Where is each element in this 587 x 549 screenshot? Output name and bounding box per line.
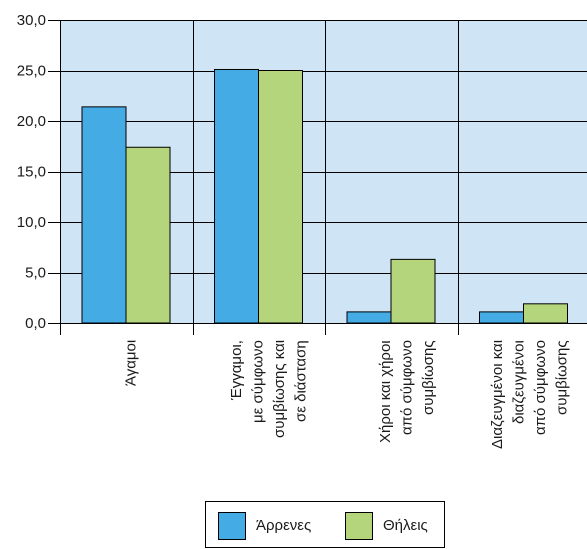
legend: Άρρενες Θήλεις — [205, 501, 445, 548]
bar-males-2 — [214, 68, 259, 324]
bar-males-3 — [346, 311, 392, 324]
bar-females-3 — [390, 258, 436, 324]
y-tick-label: 0,0 — [25, 315, 46, 332]
bar-females-2 — [258, 70, 303, 324]
bar-males-1 — [81, 106, 127, 324]
legend-label-females: Θήλεις — [383, 517, 428, 534]
y-tick-label: 20,0 — [17, 113, 46, 130]
y-tick-label: 5,0 — [25, 265, 46, 282]
bar-females-4 — [523, 303, 568, 324]
legend-swatch-males — [218, 512, 246, 540]
bar-males-4 — [479, 311, 524, 324]
y-axis-tick-labels: 0,0 5,0 10,0 15,0 20,0 25,0 30,0 — [17, 12, 46, 332]
y-tick-label: 30,0 — [17, 12, 46, 29]
y-tick-label: 10,0 — [17, 214, 46, 231]
y-tick-label: 15,0 — [17, 164, 46, 181]
bar-females-1 — [125, 146, 171, 324]
bars — [81, 68, 568, 324]
legend-label-males: Άρρενες — [256, 517, 312, 534]
legend-swatch-females — [345, 512, 373, 540]
y-tick-label: 25,0 — [17, 63, 46, 80]
